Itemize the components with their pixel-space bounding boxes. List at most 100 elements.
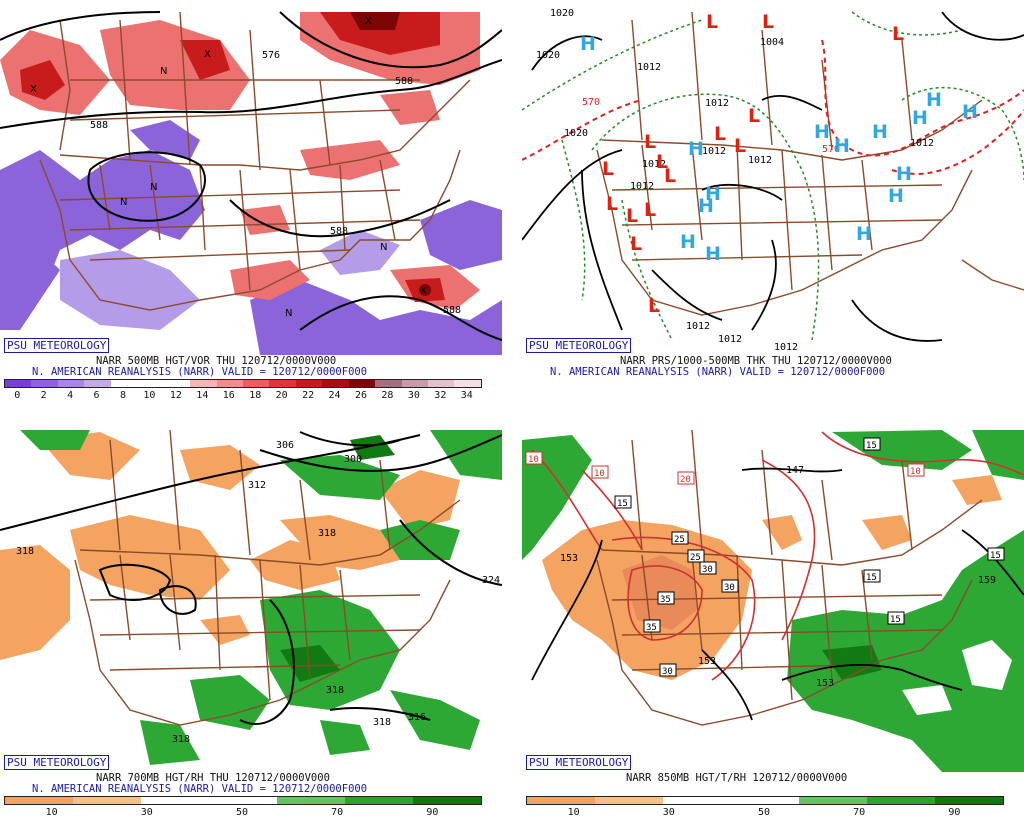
temp-box: 15 <box>863 437 881 451</box>
high-center: H <box>888 185 904 207</box>
temp-box: 30 <box>659 663 677 677</box>
svg-text:318: 318 <box>326 685 344 696</box>
scale-tick-label: 24 <box>328 390 341 401</box>
isobars <box>522 11 1024 342</box>
scale-swatch <box>799 797 867 804</box>
low-pressure-centers: L L L L L L L L L L L L L L L <box>602 11 904 317</box>
high-center: H <box>856 223 872 245</box>
panel-surface-pressure-thickness: 1020 1020 1004 1012 1012 1012 1012 1020 … <box>522 0 1024 400</box>
temp-box: 25 <box>687 549 705 563</box>
scale-tick-label: 6 <box>93 390 100 401</box>
psu-meteorology-badge: PSU METEOROLOGY <box>4 338 110 353</box>
high-pressure-centers: H H H H H H H H H H H H H H H <box>580 33 978 265</box>
scale-swatch <box>348 380 376 387</box>
scale-swatch <box>454 380 481 387</box>
contour-label: 588 <box>330 226 348 237</box>
svg-text:20: 20 <box>680 475 691 485</box>
isobar-labels: 1020 1020 1004 1012 1012 1012 1012 1020 … <box>536 8 934 353</box>
contour-label: 576 <box>262 50 280 61</box>
temp-box: 15 <box>987 547 1005 561</box>
temp-box: 30 <box>721 579 739 593</box>
scale-tick-label: 30 <box>407 390 420 401</box>
scale-swatch <box>209 797 277 804</box>
panel-700mb-rh: 306 300 312 318 318 318 318 316 324 318 … <box>0 420 502 819</box>
high-center: H <box>705 183 721 205</box>
svg-text:1012: 1012 <box>718 334 742 345</box>
scale-tick-label: 0 <box>14 390 21 401</box>
low-center: L <box>648 295 660 317</box>
dry-areas <box>0 432 460 660</box>
caption-product: NARR 850MB HGT/T/RH 120712/0000V000 <box>626 772 848 784</box>
svg-text:153: 153 <box>560 553 578 564</box>
scale-tick-label: 26 <box>354 390 368 401</box>
svg-text:570: 570 <box>582 97 600 108</box>
high-center: H <box>814 121 830 143</box>
svg-text:15: 15 <box>866 573 877 583</box>
scale-swatch <box>242 380 270 387</box>
high-center: H <box>680 231 696 253</box>
svg-text:316: 316 <box>408 712 426 723</box>
low-center: L <box>748 105 760 127</box>
low-center: L <box>734 135 746 157</box>
temp-box: 35 <box>643 619 661 633</box>
svg-text:15: 15 <box>866 441 877 451</box>
caption-valid: N. AMERICAN REANALYSIS (NARR) VALID = 12… <box>32 366 368 378</box>
scale-swatch <box>277 797 345 804</box>
vorticity-marks: X X X N N N N N X <box>30 16 427 319</box>
scale-swatch <box>413 797 481 804</box>
svg-text:30: 30 <box>702 565 713 575</box>
low-center: L <box>644 131 656 153</box>
scale-tick-label: 12 <box>169 390 182 401</box>
svg-text:X: X <box>204 49 211 60</box>
low-center: L <box>644 199 656 221</box>
svg-text:1012: 1012 <box>748 155 772 166</box>
svg-text:1012: 1012 <box>910 138 934 149</box>
rh700-map: 306 300 312 318 318 318 318 316 324 318 <box>0 429 502 772</box>
scale-tick-label: 10 <box>45 807 58 818</box>
svg-text:15: 15 <box>617 499 628 509</box>
svg-text:N: N <box>285 308 292 319</box>
temp-box: 35 <box>657 591 675 605</box>
svg-text:153: 153 <box>816 678 834 689</box>
scale-tick-label: 70 <box>853 807 866 818</box>
svg-text:318: 318 <box>373 717 391 728</box>
svg-text:1020: 1020 <box>550 8 574 19</box>
panel-500mb-vorticity: 588 576 588 588 588 X X X N N N N N X PS… <box>0 0 502 401</box>
svg-text:1020: 1020 <box>564 128 588 139</box>
svg-text:1012: 1012 <box>637 62 661 73</box>
scale-swatch <box>163 380 191 387</box>
temp-box: 10 <box>907 463 925 477</box>
low-center: L <box>892 23 904 45</box>
svg-text:35: 35 <box>646 623 657 633</box>
svg-text:300: 300 <box>344 454 362 465</box>
svg-text:15: 15 <box>890 615 901 625</box>
svg-text:1012: 1012 <box>702 146 726 157</box>
scale-tick-label: 90 <box>948 807 961 818</box>
temp-box: 20 <box>677 471 695 485</box>
scale-tick-label: 2 <box>40 390 47 401</box>
scale-tick-label: 50 <box>757 807 771 818</box>
scale-swatch <box>137 380 164 387</box>
svg-text:318: 318 <box>16 546 34 557</box>
svg-text:1012: 1012 <box>774 342 798 353</box>
vorticity-map: 588 576 588 588 588 X X X N N N N N X <box>0 11 502 355</box>
scale-swatch <box>595 797 663 804</box>
psu-meteorology-badge: PSU METEOROLOGY <box>526 338 632 353</box>
svg-text:N: N <box>120 197 127 208</box>
svg-text:1012: 1012 <box>705 98 729 109</box>
svg-text:1012: 1012 <box>630 181 654 192</box>
scale-tick-label: 28 <box>381 390 394 401</box>
rh-color-scale <box>4 796 482 805</box>
svg-text:25: 25 <box>674 535 685 545</box>
scale-tick-label: 10 <box>143 390 156 401</box>
svg-text:10: 10 <box>528 455 539 465</box>
high-center: H <box>962 101 978 123</box>
caption-valid: N. AMERICAN REANALYSIS (NARR) VALID = 12… <box>32 783 368 795</box>
low-center: L <box>602 158 614 180</box>
svg-text:15: 15 <box>990 551 1001 561</box>
svg-text:30: 30 <box>662 667 673 677</box>
panel-850mb-hgt-temp-rh: 153 147 153 153 159 10 10 20 15 25 25 30… <box>522 420 1024 819</box>
svg-text:147: 147 <box>786 465 804 476</box>
scale-tick-label: 30 <box>662 807 675 818</box>
svg-text:1004: 1004 <box>760 37 784 48</box>
